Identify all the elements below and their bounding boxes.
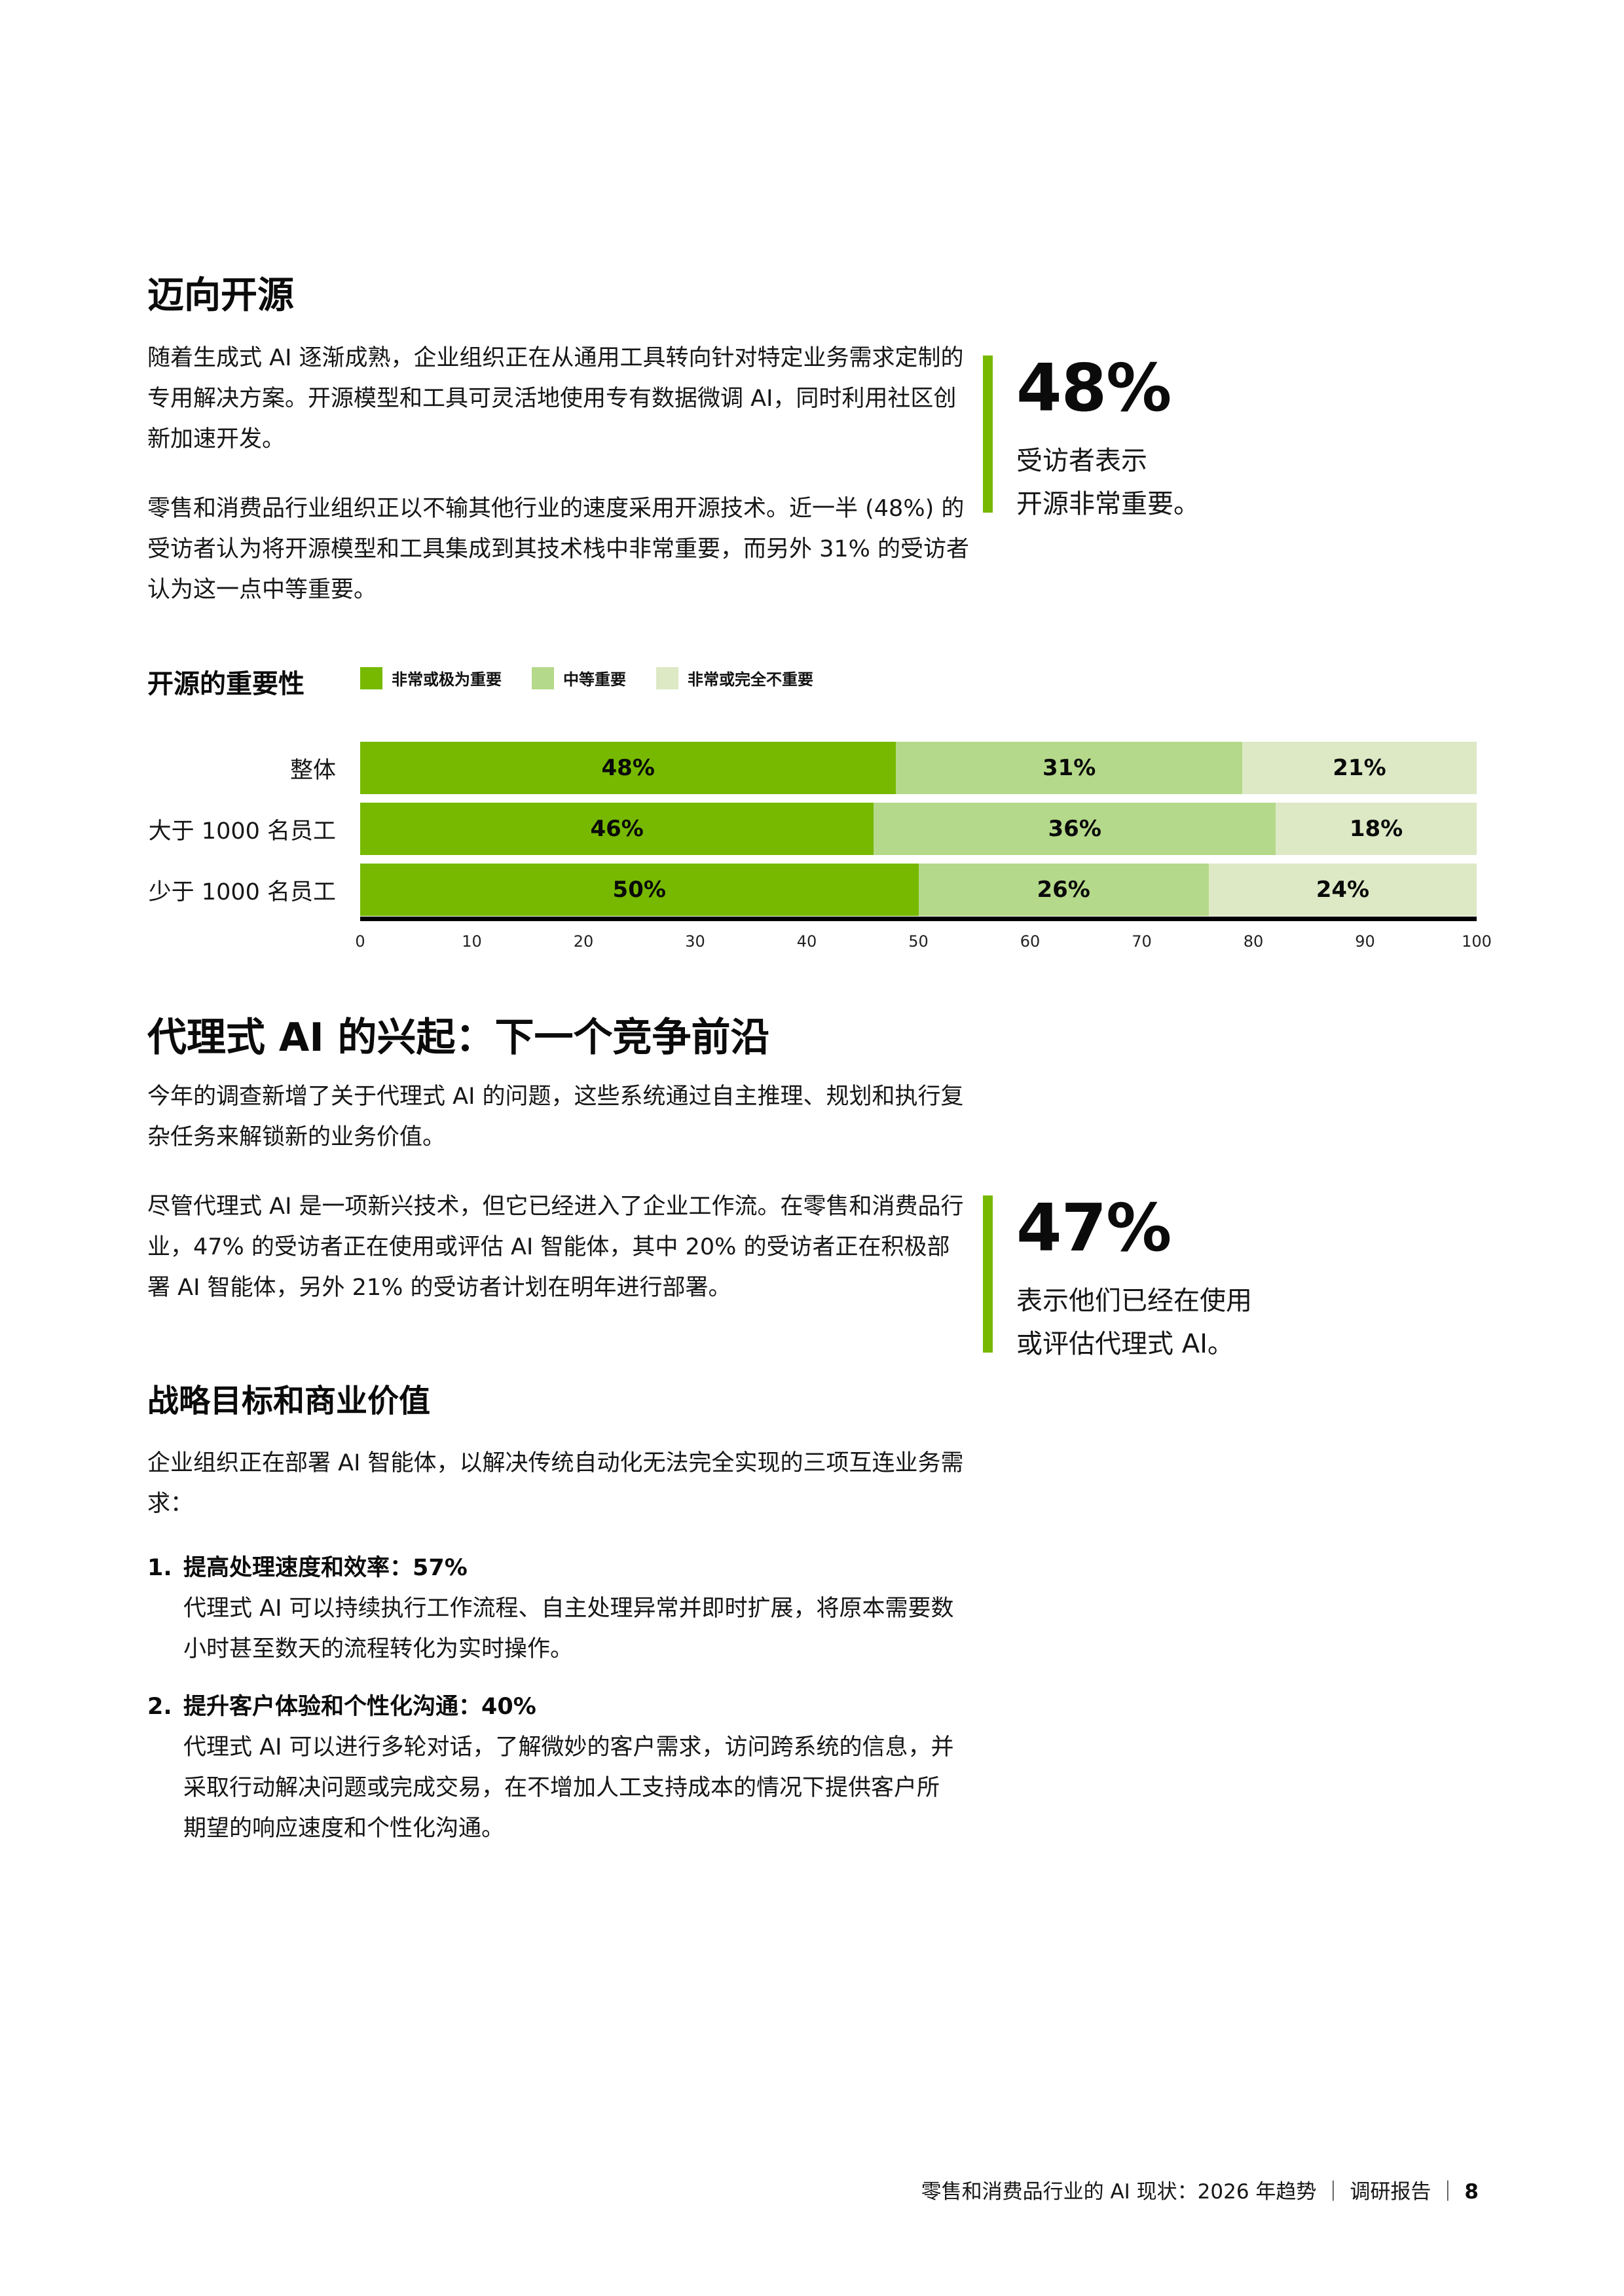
- bar-segment-high: 50%: [360, 864, 919, 916]
- x-tick: 60: [1020, 932, 1041, 951]
- bar-category-overall: 整体: [289, 757, 336, 784]
- footer-separator: ｜: [1323, 2180, 1344, 2204]
- section-title-open-source: 迈向开源: [147, 274, 294, 317]
- x-tick: 30: [685, 932, 705, 951]
- list-item-2-body: 代理式 AI 可以进行多轮对话，了解微妙的客户需求，访问跨系统的信息，并采取行动…: [183, 1734, 954, 1842]
- bar-row: 50% 26% 24%: [360, 864, 1477, 916]
- callout-caption-line1: 受访者表示: [1016, 446, 1147, 476]
- paragraph-strategy-intro: 企业组织正在部署 AI 智能体，以解决传统自动化无法完全实现的三项互连业务需求：: [147, 1450, 964, 1517]
- bar-segment-mid: 31%: [896, 742, 1242, 794]
- chart-legend: 非常或极为重要 中等重要 非常或完全不重要: [360, 666, 813, 689]
- legend-swatch-mid: [532, 666, 554, 689]
- legend-swatch-low: [656, 666, 678, 689]
- list-item-1-number: 1.: [147, 1555, 172, 1581]
- x-tick: 70: [1132, 932, 1152, 951]
- bar-segment-value: 26%: [1037, 877, 1090, 903]
- x-axis-ticks: 0 10 20 30 40 50 60 70 80 90 100: [355, 932, 1492, 958]
- bar-segment-value: 48%: [601, 755, 655, 781]
- legend-label-low: 非常或完全不重要: [688, 670, 813, 689]
- list-item-1-title: 提高处理速度和效率：57%: [183, 1555, 468, 1581]
- x-tick: 90: [1355, 932, 1375, 951]
- list-item-2-number: 2.: [147, 1694, 172, 1720]
- legend-item-low: 非常或完全不重要: [656, 666, 813, 689]
- paragraph-open-source-2: 零售和消费品行业组织正以不输其他行业的速度采用开源技术。近一半 (48%) 的受…: [147, 496, 970, 603]
- paragraph-open-source-1: 随着生成式 AI 逐渐成熟，企业组织正在从通用工具转向针对特定业务需求定制的专用…: [147, 345, 964, 452]
- footer-report-title: 零售和消费品行业的 AI 现状：2026 年趋势: [921, 2180, 1317, 2204]
- bar-category-large: 大于 1000 名员工: [148, 818, 336, 845]
- callout-caption-line2: 或评估代理式 AI。: [1016, 1329, 1234, 1359]
- bar-segment-value: 21%: [1333, 755, 1386, 781]
- x-tick: 80: [1243, 932, 1264, 951]
- chart-title: 开源的重要性: [147, 669, 304, 699]
- legend-item-mid: 中等重要: [532, 666, 626, 689]
- list-item-1: 提高处理速度和效率：57% 代理式 AI 可以持续执行工作流程、自主处理异常并即…: [183, 1548, 956, 1669]
- callout-caption-line1: 表示他们已经在使用: [1016, 1286, 1252, 1316]
- bar-segment-high: 46%: [360, 803, 874, 855]
- callout-accent-bar: [983, 1195, 993, 1353]
- page-footer: 零售和消费品行业的 AI 现状：2026 年趋势｜调研报告｜ 8: [921, 2175, 1479, 2204]
- list-item-2-title: 提升客户体验和个性化沟通：40%: [183, 1694, 536, 1720]
- bar-segment-value: 24%: [1316, 877, 1370, 903]
- x-tick: 50: [908, 932, 929, 951]
- paragraph-agentic-2: 尽管代理式 AI 是一项新兴技术，但它已经进入了企业工作流。在零售和消费品行业，…: [147, 1194, 964, 1301]
- callout-accent-bar: [983, 355, 993, 513]
- x-tick: 0: [355, 932, 365, 951]
- bar-segment-value: 18%: [1349, 816, 1403, 842]
- bar-segment-high: 48%: [360, 742, 896, 794]
- section-title-agentic: 代理式 AI 的兴起：下一个竞争前沿: [147, 1015, 770, 1061]
- callout-caption-line2: 开源非常重要。: [1016, 489, 1200, 519]
- legend-label-high: 非常或极为重要: [392, 670, 502, 689]
- bar-segment-value: 50%: [612, 877, 666, 903]
- x-tick: 10: [462, 932, 482, 951]
- callout-content: 47% 表示他们已经在使用 或评估代理式 AI。: [1016, 1190, 1252, 1360]
- bar-segment-value: 36%: [1048, 816, 1101, 842]
- legend-label-mid: 中等重要: [563, 670, 626, 689]
- x-tick: 100: [1462, 932, 1492, 951]
- callout-caption: 表示他们已经在使用 或评估代理式 AI。: [1016, 1279, 1252, 1366]
- bar-segment-low: 21%: [1242, 742, 1477, 794]
- x-axis-line: [360, 917, 1477, 921]
- bar-segment-mid: 36%: [874, 803, 1276, 855]
- section-title-strategy: 战略目标和商业价值: [147, 1383, 431, 1419]
- callout-content: 48% 受访者表示 开源非常重要。: [1016, 350, 1200, 520]
- bar-segment-low: 18%: [1276, 803, 1477, 855]
- callout-value: 48%: [1016, 350, 1172, 426]
- bar-row: 48% 31% 21%: [360, 742, 1477, 794]
- bar-row: 46% 36% 18%: [360, 803, 1477, 855]
- bar-segment-mid: 26%: [918, 864, 1209, 916]
- x-tick: 20: [573, 932, 594, 951]
- paragraph-agentic-1: 今年的调查新增了关于代理式 AI 的问题，这些系统通过自主推理、规划和执行复杂任…: [147, 1084, 964, 1150]
- legend-swatch-high: [360, 666, 382, 689]
- footer-separator: ｜: [1437, 2180, 1458, 2204]
- callout-value: 47%: [1016, 1190, 1172, 1266]
- legend-item-high: 非常或极为重要: [360, 666, 502, 689]
- bar-category-small: 少于 1000 名员工: [148, 879, 336, 905]
- footer-page-number: 8: [1464, 2180, 1479, 2204]
- footer-doc-type: 调研报告: [1350, 2180, 1431, 2204]
- callout-caption: 受访者表示 开源非常重要。: [1016, 439, 1200, 526]
- callout-47-percent: 47% 表示他们已经在使用 或评估代理式 AI。: [983, 1190, 1252, 1360]
- bar-segment-value: 31%: [1042, 755, 1096, 781]
- bar-segment-value: 46%: [590, 816, 644, 842]
- callout-48-percent: 48% 受访者表示 开源非常重要。: [983, 350, 1200, 520]
- list-item-1-body: 代理式 AI 可以持续执行工作流程、自主处理异常并即时扩展，将原本需要数小时甚至…: [183, 1595, 954, 1662]
- bar-segment-low: 24%: [1208, 864, 1477, 916]
- x-tick: 40: [796, 932, 817, 951]
- list-item-2: 提升客户体验和个性化沟通：40% 代理式 AI 可以进行多轮对话，了解微妙的客户…: [183, 1686, 956, 1849]
